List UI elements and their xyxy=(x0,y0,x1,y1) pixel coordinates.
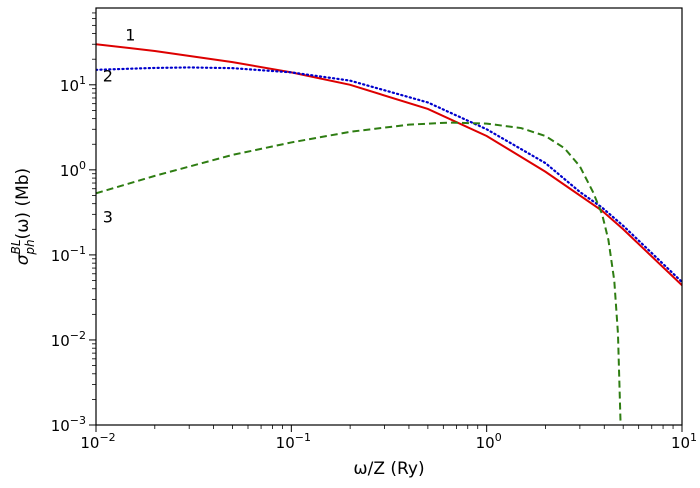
x-tick-label: 10−1 xyxy=(276,431,311,452)
x-tick-label: 101 xyxy=(671,431,697,452)
series-3-line xyxy=(96,121,622,425)
curve-label-1: 1 xyxy=(125,26,135,45)
x-tick-label: 100 xyxy=(476,431,502,452)
y-axis-title: σBLph(ω) (Mb) xyxy=(9,168,37,265)
x-axis-title: ω/Z (Ry) xyxy=(353,459,424,479)
y-tick-label: 10−1 xyxy=(51,244,86,265)
series-1-line xyxy=(96,43,682,286)
series-2-line xyxy=(96,66,682,284)
y-tick-label: 10−3 xyxy=(51,414,86,435)
plot-frame xyxy=(95,7,683,426)
series-layer xyxy=(96,43,682,425)
y-tick-label: 10−2 xyxy=(51,329,86,350)
curve-label-3: 3 xyxy=(103,208,113,227)
curve-label-2: 2 xyxy=(103,66,113,85)
y-tick-label: 101 xyxy=(60,74,86,95)
x-tick-label: 10−2 xyxy=(80,431,115,452)
y-tick-label: 100 xyxy=(60,159,86,180)
curve-label-layer: 1 2 3 xyxy=(103,26,136,227)
